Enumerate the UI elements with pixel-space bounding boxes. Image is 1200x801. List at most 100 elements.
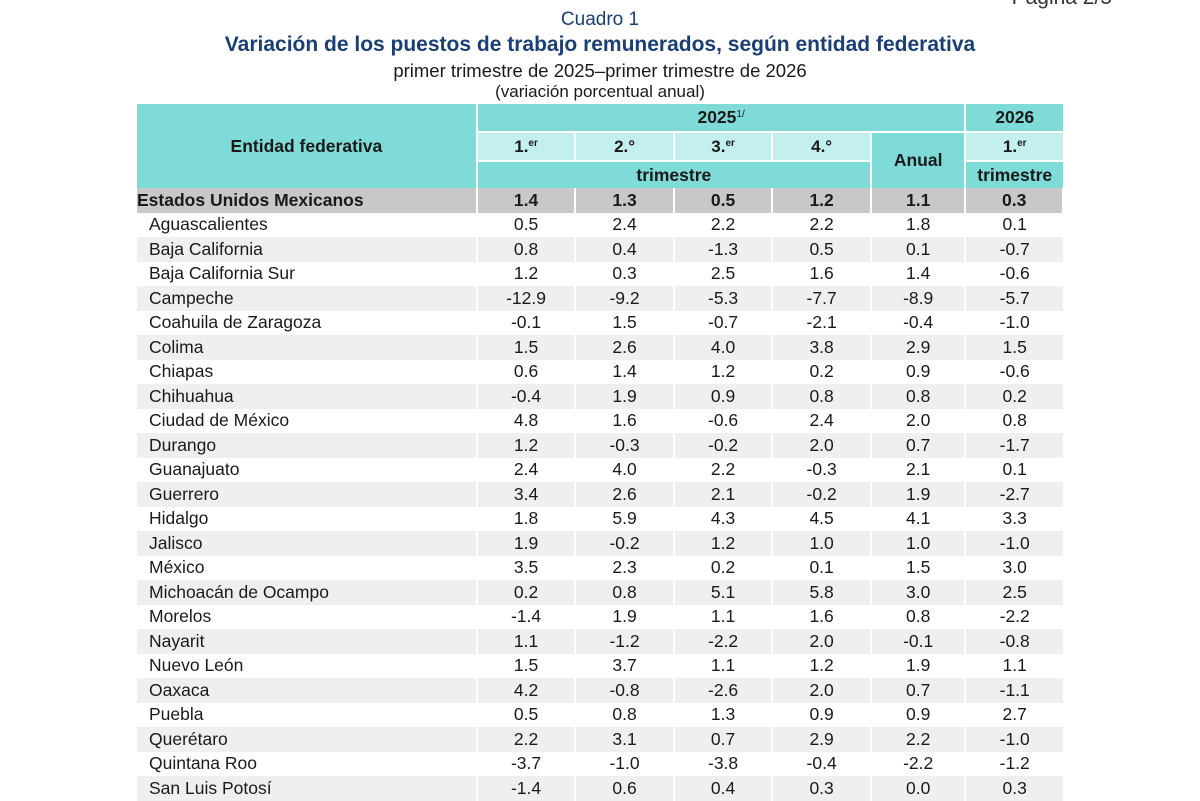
value-cell: -0.3 xyxy=(772,457,872,482)
entity-name-cell: Chiapas xyxy=(137,359,478,384)
value-cell: 1.8 xyxy=(870,212,967,237)
value-cell: 1.2 xyxy=(772,653,872,678)
value-cell: 0.4 xyxy=(673,776,774,801)
value-cell: 0.8 xyxy=(870,604,967,629)
value-cell: 0.2 xyxy=(673,555,774,580)
value-cell: 2.5 xyxy=(673,261,774,286)
value-cell: 0.7 xyxy=(870,678,967,703)
value-cell: -0.7 xyxy=(965,237,1063,262)
value-cell: 3.8 xyxy=(772,335,872,360)
value-cell: -3.7 xyxy=(476,751,577,776)
table-row: Querétaro 2.2 3.1 0.7 2.9 2.2 -1.0 xyxy=(137,727,1063,752)
table-row: Guerrero 3.4 2.6 2.1 -0.2 1.9 -2.7 xyxy=(137,482,1063,507)
value-cell: 0.8 xyxy=(476,237,577,262)
header-year-2026: 2026 xyxy=(965,104,1063,133)
table-subtitle: primer trimestre de 2025–primer trimestr… xyxy=(393,60,807,81)
national-total-row: Estados Unidos Mexicanos 1.4 1.3 0.5 1.2 1.1 0… xyxy=(137,188,1064,213)
value-cell: -2.2 xyxy=(999,606,1030,627)
value-cell: 0.2 xyxy=(772,359,872,384)
entity-name-cell: Hidalgo xyxy=(137,506,478,531)
table-row: Michoacán de Ocampo 0.2 0.8 5.1 5.8 3.0 2.5 xyxy=(137,580,1063,605)
value-cell: -0.2 xyxy=(673,433,774,458)
value-cell: -3.8 xyxy=(673,751,774,776)
value-cell: -1.1 xyxy=(965,678,1063,703)
value-cell: -2.1 xyxy=(772,310,872,335)
value-cell: -1.2 xyxy=(999,753,1030,774)
table-row: Quintana Roo -3.7 -1.0 -3.8 -0.4 -2.2 -1.2 xyxy=(137,751,1063,776)
value-cell: 0.5 xyxy=(476,212,577,237)
value-cell: 1.1 xyxy=(673,653,774,678)
value-cell: -1.7 xyxy=(965,433,1063,458)
value-cell: 1.3 xyxy=(575,188,675,213)
value-cell: 1.1 xyxy=(476,629,577,654)
value-cell: 3.5 xyxy=(476,555,577,580)
table-unit: (variación porcentual anual) xyxy=(495,82,705,101)
value-cell: 4.0 xyxy=(673,335,774,360)
value-cell: 1.0 xyxy=(772,531,872,556)
header-year-2025: 20251/ xyxy=(476,104,967,133)
value-cell: 0.9 xyxy=(673,384,774,409)
value-cell: -1.0 xyxy=(965,531,1063,556)
value-cell: 2.4 xyxy=(476,457,577,482)
value-cell: 2.0 xyxy=(772,629,872,654)
value-cell: -2.7 xyxy=(965,482,1063,507)
table-row: Guanajuato 2.4 4.0 2.2 -0.3 2.1 0.1 xyxy=(137,457,1063,482)
entity-name-cell: Guerrero xyxy=(137,482,478,507)
value-cell: 0.2 xyxy=(476,580,577,605)
value-cell: -0.7 xyxy=(673,310,774,335)
value-cell: 1.5 xyxy=(965,335,1063,360)
value-cell: 0.3 xyxy=(772,776,872,801)
value-cell: 0.8 xyxy=(575,580,675,605)
value-cell: -2.2 xyxy=(870,751,967,776)
value-cell: 2.0 xyxy=(772,678,872,703)
entity-name-cell: Jalisco xyxy=(137,531,478,556)
value-cell: 1.3 xyxy=(673,702,774,727)
value-cell: 1.6 xyxy=(575,408,675,433)
value-cell: -5.3 xyxy=(673,286,774,311)
value-cell: -0.6 xyxy=(673,408,774,433)
value-cell: -2.2 xyxy=(673,629,774,654)
value-cell: -2.6 xyxy=(673,678,774,703)
value-cell: 3.0 xyxy=(1002,557,1027,578)
value-cell: 1.4 xyxy=(870,261,967,286)
value-cell: 0.8 xyxy=(772,384,872,409)
table-row: Hidalgo 1.8 5.9 4.3 4.5 4.1 3.3 xyxy=(137,506,1063,531)
value-cell: 0.1 xyxy=(1002,459,1027,480)
value-cell: 4.5 xyxy=(772,506,872,531)
entity-name-cell: Morelos xyxy=(137,604,478,629)
entity-name-cell: Campeche xyxy=(137,286,478,311)
entity-name-cell: Nuevo León xyxy=(137,653,478,678)
entity-name-cell: Baja California xyxy=(137,237,478,262)
value-cell: -0.6 xyxy=(999,361,1030,382)
value-cell: 0.6 xyxy=(476,359,577,384)
value-cell: -0.6 xyxy=(999,263,1030,284)
value-cell: 3.7 xyxy=(575,653,675,678)
value-cell: 0.5 xyxy=(772,237,872,262)
value-cell: 0.5 xyxy=(673,188,774,213)
table-row: México 3.5 2.3 0.2 0.1 1.5 3.0 xyxy=(137,555,1063,580)
value-cell: 1.6 xyxy=(772,261,872,286)
entity-name-cell: Baja California Sur xyxy=(137,261,478,286)
value-cell: -1.4 xyxy=(476,604,577,629)
employment-variation-table: Entidad federativa 20251/ 2026 1.er 2.° … xyxy=(137,104,1064,801)
value-cell: 1.2 xyxy=(673,359,774,384)
value-cell: 3.1 xyxy=(575,727,675,752)
value-cell: 0.1 xyxy=(870,237,967,262)
table-row: Morelos -1.4 1.9 1.1 1.6 0.8 -2.2 xyxy=(137,604,1063,629)
entity-name-cell: Colima xyxy=(137,335,478,360)
entity-name-cell: Querétaro xyxy=(137,727,478,752)
value-cell: -12.9 xyxy=(476,286,577,311)
value-cell: 4.2 xyxy=(476,678,577,703)
value-cell: 2.6 xyxy=(575,335,675,360)
entity-name-cell: Aguascalientes xyxy=(137,212,478,237)
entity-name-cell: Nayarit xyxy=(137,629,478,654)
value-cell: 5.9 xyxy=(575,506,675,531)
value-cell: 2.3 xyxy=(575,555,675,580)
table-row: Aguascalientes 0.5 2.4 2.2 2.2 1.8 0.1 xyxy=(137,212,1063,237)
value-cell: 1.5 xyxy=(476,335,577,360)
value-cell: 1.1 xyxy=(673,604,774,629)
value-cell: 0.9 xyxy=(870,359,967,384)
value-cell: 1.2 xyxy=(476,433,577,458)
value-cell: 2.0 xyxy=(772,433,872,458)
table-row: Chiapas 0.6 1.4 1.2 0.2 0.9 -0.6 xyxy=(137,359,1063,384)
